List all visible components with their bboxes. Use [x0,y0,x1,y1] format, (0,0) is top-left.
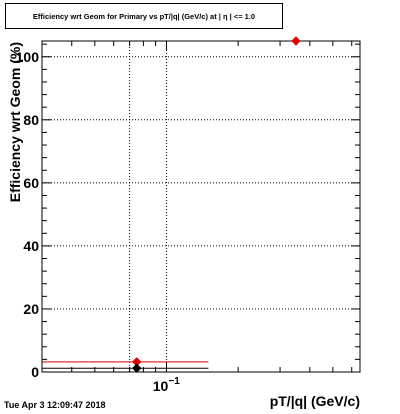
y-tick-label: 100 [16,49,40,65]
axis-ticks [42,41,360,373]
x-tick-label-base: 10 [153,378,169,394]
data-point-marker [291,36,301,46]
y-tick-label: 80 [23,112,39,128]
timestamp: Tue Apr 3 12:09:47 2018 [4,400,106,410]
data-point-marker [132,363,142,373]
chart-title-box: Efficiency wrt Geom for Primary vs pT/|q… [5,3,283,29]
y-axis-tick-labels: 0 20 40 60 80 100 [16,49,40,380]
x-axis-title: pT/|q| (GeV/c) [270,393,360,409]
x-tick-label-exponent: −1 [168,376,180,387]
chart-title: Efficiency wrt Geom for Primary vs pT/|q… [32,11,256,21]
y-tick-label: 0 [31,364,39,380]
data-points [42,36,301,373]
y-tick-label: 40 [23,238,39,254]
plot-frame [41,40,361,373]
y-axis-title: Efficiency wrt Geom (%) [7,42,23,202]
y-tick-label: 20 [23,301,39,317]
grid [42,41,360,373]
x-axis-tick-labels: 10 −1 [153,376,181,394]
y-tick-label: 60 [23,175,39,191]
